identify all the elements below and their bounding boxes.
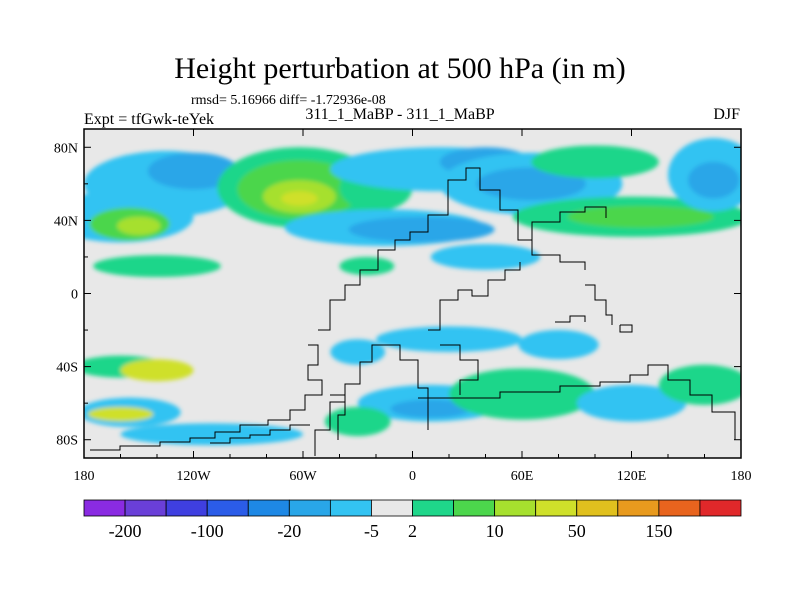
- anomaly-region: [147, 152, 240, 190]
- colorbar-swatch: [124, 499, 167, 517]
- anomaly-region: [430, 244, 541, 270]
- colorbar-swatch: [83, 499, 126, 517]
- experiment-label: Expt = tfGwk-teYek: [84, 111, 215, 128]
- x-tick-label: 120W: [176, 469, 211, 484]
- anomaly-region: [281, 191, 318, 206]
- chart-title: Height perturbation at 500 hPa (in m): [174, 52, 626, 85]
- coastline-segment: [531, 206, 607, 240]
- coastline-segment: [585, 284, 613, 325]
- anomaly-region: [449, 368, 595, 420]
- continent-outlines: [90, 167, 736, 456]
- colorbar-swatch: [165, 499, 208, 517]
- coastline-segment: [330, 394, 346, 440]
- axes: 80N 40N 0 40S 80S 180 120W 60W 0 60E 120E 180: [54, 129, 752, 484]
- anomaly-region: [567, 205, 714, 228]
- y-tick-label: 40N: [54, 214, 78, 229]
- anomaly-region: [348, 216, 495, 243]
- anomaly-region: [576, 384, 687, 422]
- colorbar-swatch: [453, 499, 496, 517]
- anomaly-region: [330, 339, 386, 365]
- y-tick-label: 0: [71, 288, 78, 303]
- coastline-segment: [418, 364, 736, 440]
- rmsd-label: rmsd= 5.16966 diff= -1.72936e-08: [191, 93, 386, 108]
- colorbar-swatch: [412, 499, 454, 517]
- colorbar-swatch: [247, 499, 290, 517]
- anomaly-region: [120, 359, 194, 382]
- anomaly-region: [93, 255, 221, 278]
- colorbar-swatch: [576, 499, 619, 517]
- coastline-segment: [619, 324, 633, 333]
- coastline-segment: [210, 424, 310, 444]
- x-tick-label: 60E: [511, 469, 534, 484]
- coastline-segment: [314, 344, 429, 456]
- anomaly-region: [518, 330, 599, 360]
- colorbar-label: -20: [277, 521, 301, 541]
- anomaly-region: [390, 399, 471, 418]
- coastline-segment: [440, 344, 479, 395]
- y-tick-label: 80N: [54, 141, 78, 156]
- colorbar-swatch: [699, 499, 742, 517]
- colorbar-swatch: [658, 499, 701, 517]
- colorbar-label: -5: [364, 521, 379, 541]
- anomaly-fields: [84, 138, 741, 446]
- x-tick-label: 180: [731, 469, 752, 484]
- colorbar-label: 50: [568, 521, 586, 541]
- anomaly-region: [87, 406, 154, 422]
- colorbar-swatch: [617, 499, 660, 517]
- colorbar-swatch: [371, 499, 413, 517]
- x-tick-label: 120E: [617, 469, 647, 484]
- anomaly-region: [339, 256, 395, 276]
- colorbar-label: -100: [191, 521, 224, 541]
- colorbar-swatch: [288, 499, 331, 517]
- colorbar-label: 2: [408, 521, 417, 541]
- colorbar-label: 10: [486, 521, 504, 541]
- anomaly-region: [120, 423, 303, 446]
- anomaly-region: [658, 364, 741, 405]
- colorbar-label: -200: [109, 521, 142, 541]
- colorbar-swatch: [329, 499, 372, 517]
- y-tick-label: 40S: [56, 361, 78, 376]
- x-tick-label: 0: [409, 469, 416, 484]
- colorbar-swatch: [535, 499, 578, 517]
- season-label: DJF: [713, 106, 740, 123]
- anomaly-region: [476, 167, 586, 201]
- coastline-segment: [555, 315, 586, 323]
- experiment-pair-label: 311_1_MaBP - 311_1_MaBP: [305, 106, 495, 123]
- anomaly-region: [116, 216, 161, 236]
- anomaly-region: [376, 326, 522, 352]
- x-tick-label: 180: [74, 469, 95, 484]
- colorbar-swatch: [206, 499, 249, 517]
- x-tick-label: 60W: [289, 469, 317, 484]
- anomaly-region: [531, 145, 659, 179]
- colorbar-label: 150: [645, 521, 672, 541]
- colorbar-swatch: [494, 499, 537, 517]
- coastline-segment: [90, 344, 323, 451]
- colorbar: -200 -100 -20 -5 2 10 50 150: [83, 499, 742, 541]
- y-tick-label: 80S: [56, 434, 78, 449]
- coastline-segment: [428, 262, 521, 331]
- anomaly-region: [324, 406, 391, 437]
- anomaly-region: [688, 161, 740, 199]
